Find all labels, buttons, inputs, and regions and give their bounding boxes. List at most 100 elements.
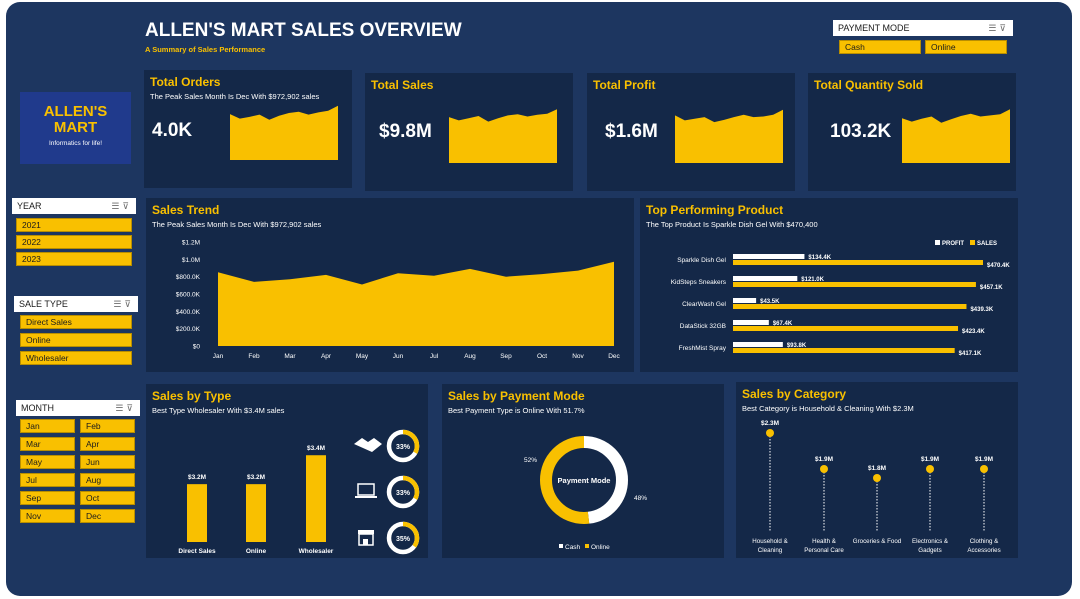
legend-label-online: Online <box>591 544 610 551</box>
payment-mode-title: Sales by Payment Mode <box>448 389 585 403</box>
sale-type-slicer-header: SALE TYPE ☰⊽ <box>14 296 138 312</box>
month-item-may[interactable]: May <box>20 455 75 469</box>
multi-select-icon[interactable]: ☰ <box>113 299 125 309</box>
page-title: ALLEN'S MART SALES OVERVIEW <box>145 20 462 41</box>
month-item-aug[interactable]: Aug <box>80 473 135 487</box>
handshake-icon <box>354 438 382 452</box>
category-label: Groceries & Food <box>853 538 902 545</box>
month-item-jul[interactable]: Jul <box>20 473 75 487</box>
product-label: ClearWash Gel <box>682 301 726 308</box>
month-item-jan[interactable]: Jan <box>20 419 75 433</box>
sale-type-slicer-label: SALE TYPE <box>19 299 68 309</box>
clear-filter-icon[interactable]: ⊽ <box>999 23 1009 33</box>
category-value-label: $2.3M <box>761 420 779 427</box>
sale-type-slicer: SALE TYPE ☰⊽ Direct Sales Online Wholesa… <box>14 296 138 368</box>
type-category-label: Online <box>246 548 267 555</box>
profit-bar-label: $93.8K <box>787 343 807 349</box>
category-label: Accessories <box>967 547 1000 554</box>
legend-label-cash: Cash <box>565 544 581 551</box>
sales-by-category-card: Sales by Category Best Category is House… <box>736 382 1018 558</box>
sale-type-item[interactable]: Wholesaler <box>20 351 132 365</box>
sales-bar <box>733 348 955 353</box>
profit-bar <box>733 298 757 303</box>
product-label: Sparkle Dish Gel <box>677 257 726 264</box>
category-value-label: $1.8M <box>868 465 886 472</box>
month-item-nov[interactable]: Nov <box>20 509 75 523</box>
multi-select-icon[interactable]: ☰ <box>115 403 127 413</box>
sales-by-category-subtitle: Best Category is Household & Cleaning Wi… <box>742 404 914 413</box>
sales-bar <box>733 304 967 309</box>
clear-filter-icon[interactable]: ⊽ <box>122 201 132 211</box>
sales-bar <box>733 282 976 287</box>
kpi-card-sales: Total Sales $9.8M <box>365 73 573 191</box>
x-tick-label: Oct <box>537 353 547 360</box>
ring-progress <box>386 429 420 463</box>
kpi-title: Total Sales <box>371 78 434 92</box>
sales-by-type-chart: $3.2M Direct Sales $3.2M Online $3.4M Wholesa… <box>178 429 420 555</box>
year-item[interactable]: 2023 <box>16 252 132 266</box>
month-item-jun[interactable]: Jun <box>80 455 135 469</box>
x-tick-label: Jul <box>430 353 439 360</box>
profit-bar-label: $67.4K <box>773 321 793 327</box>
month-item-oct[interactable]: Oct <box>80 491 135 505</box>
logo: ALLEN'S MART Informatics for life! <box>20 92 131 164</box>
kpi-card-orders: Total Orders The Peak Sales Month Is Dec… <box>144 70 352 188</box>
ring-progress <box>386 521 420 555</box>
sale-type-item[interactable]: Online <box>20 333 132 347</box>
payment-mode-item-cash[interactable]: Cash <box>839 40 921 54</box>
top-products-subtitle: The Top Product Is Sparkle Dish Gel With… <box>646 220 818 229</box>
year-slicer: YEAR ☰⊽ 2021 2022 2023 <box>12 198 136 270</box>
logo-tagline: Informatics for life! <box>48 140 103 147</box>
payment-mode-subtitle: Best Payment Type is Online With 51.7% <box>448 406 585 415</box>
sales-trend-subtitle: The Peak Sales Month Is Dec With $972,90… <box>152 220 322 229</box>
ring-progress <box>386 475 420 509</box>
month-item-dec[interactable]: Dec <box>80 509 135 523</box>
y-tick-label: $200.0K <box>176 326 201 333</box>
type-bar <box>187 484 207 542</box>
x-tick-label: May <box>356 353 369 360</box>
kpi-value: $1.6M <box>605 121 658 142</box>
month-item-apr[interactable]: Apr <box>80 437 135 451</box>
x-tick-label: Mar <box>284 353 296 360</box>
kpi-title: Total Quantity Sold <box>814 78 924 92</box>
year-item[interactable]: 2021 <box>16 218 132 232</box>
multi-select-icon[interactable]: ☰ <box>988 23 1000 33</box>
clear-filter-icon[interactable]: ⊽ <box>124 299 134 309</box>
month-item-feb[interactable]: Feb <box>80 419 135 433</box>
legend-label-sales: SALES <box>977 241 997 247</box>
category-dot <box>926 465 934 473</box>
category-value-label: $1.9M <box>815 456 833 463</box>
sales-bar-label: $439.3K <box>970 307 993 313</box>
logo-line1: ALLEN'S <box>43 103 108 120</box>
sparkline-area <box>449 109 557 163</box>
category-label: Clothing & <box>970 538 999 545</box>
month-item-mar[interactable]: Mar <box>20 437 75 451</box>
payment-mode-slicer: PAYMENT MODE ☰⊽ Cash Online <box>833 20 1013 58</box>
payment-mode-slicer-header: PAYMENT MODE ☰⊽ <box>833 20 1013 36</box>
category-label: Gadgets <box>918 547 941 554</box>
kpi-card-quantity: Total Quantity Sold 103.2K <box>808 73 1016 191</box>
year-item[interactable]: 2022 <box>16 235 132 249</box>
y-tick-label: $400.0K <box>176 309 201 316</box>
type-bar-label: $3.2M <box>247 474 265 481</box>
category-dot <box>873 474 881 482</box>
kpi-sparkline <box>675 109 783 163</box>
profit-bar-label: $43.5K <box>760 299 780 305</box>
legend-swatch-online <box>585 544 589 548</box>
donut-slice-online <box>540 436 628 524</box>
kpi-value: 4.0K <box>152 120 193 141</box>
kpi-card-profit: Total Profit $1.6M <box>587 73 795 191</box>
sales-by-type-card: Sales by Type Best Type Wholesaler With … <box>146 384 428 558</box>
x-tick-label: Sep <box>500 353 512 360</box>
payment-mode-chart: Payment Mode 48% 52% Cash Online <box>524 436 647 551</box>
kpi-value: 103.2K <box>830 121 892 142</box>
sale-type-item[interactable]: Direct Sales <box>20 315 132 329</box>
dashboard-frame: ALLEN'S MART SALES OVERVIEW A Summary of… <box>6 2 1072 596</box>
donut-center-label: Payment Mode <box>558 476 611 485</box>
month-item-sep[interactable]: Sep <box>20 491 75 505</box>
year-slicer-label: YEAR <box>17 201 42 211</box>
multi-select-icon[interactable]: ☰ <box>111 201 123 211</box>
payment-mode-item-online[interactable]: Online <box>925 40 1007 54</box>
clear-filter-icon[interactable]: ⊽ <box>126 403 136 413</box>
type-bar <box>246 484 266 542</box>
